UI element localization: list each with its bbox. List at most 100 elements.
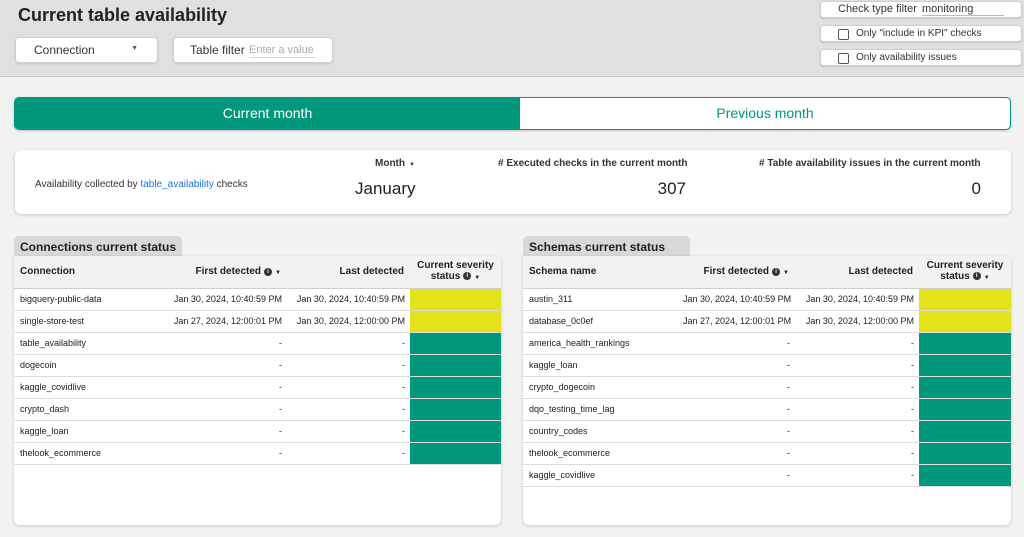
only-issues-checkbox[interactable]: Only availability issues <box>820 49 1022 66</box>
severity-status-cell <box>410 442 501 465</box>
row-first-detected: - <box>683 398 795 421</box>
checkbox-icon[interactable] <box>838 53 849 64</box>
connection-dropdown[interactable]: Connection ▼ <box>15 37 158 63</box>
col-first-detected-label: First detected <box>703 266 770 278</box>
table-row[interactable]: kaggle_covidlive - - <box>14 376 501 399</box>
severity-status-cell <box>919 288 1011 311</box>
row-first-detected: - <box>170 354 287 377</box>
sort-down-icon: ▼ <box>983 274 990 281</box>
table-row[interactable]: kaggle_loan - - <box>14 420 501 443</box>
col-current-severity[interactable]: Current severity status i ▼ <box>410 256 501 289</box>
check-type-filter[interactable]: Check type filter <box>820 1 1022 18</box>
month-selector[interactable]: Month ▼ <box>375 158 415 169</box>
col-first-detected[interactable]: First detected i ▼ <box>683 256 795 289</box>
col-first-detected[interactable]: First detected i ▼ <box>170 256 287 289</box>
table-row[interactable]: table_availability - - <box>14 332 501 355</box>
table-row[interactable]: crypto_dash - - <box>14 398 501 421</box>
table-row[interactable]: country_codes - - <box>523 420 1011 443</box>
info-icon: i <box>463 272 472 281</box>
row-last-detected: - <box>795 332 919 355</box>
severity-status-swatch <box>410 376 501 398</box>
executed-checks-label: # Executed checks in the current month <box>498 158 688 169</box>
row-last-detected: - <box>795 420 919 443</box>
severity-status-swatch <box>919 398 1011 420</box>
schemas-status-panel: Schema name First detected i ▼ Last detect… <box>523 256 1011 525</box>
row-first-detected: - <box>683 464 795 487</box>
row-last-detected: - <box>795 464 919 487</box>
info-icon: i <box>972 272 981 281</box>
row-first-detected: - <box>170 376 287 399</box>
row-name: kaggle_covidlive <box>14 376 170 399</box>
severity-status-cell <box>410 310 501 333</box>
table-row[interactable]: dqo_testing_time_lag - - <box>523 398 1011 421</box>
chevron-down-icon: ▼ <box>131 45 138 52</box>
severity-status-cell <box>410 420 501 443</box>
table-row[interactable]: crypto_dogecoin - - <box>523 376 1011 399</box>
row-last-detected: Jan 30, 2024, 10:40:59 PM <box>287 288 410 311</box>
check-type-filter-label: Check type filter <box>838 3 917 15</box>
severity-status-cell <box>919 354 1011 377</box>
row-first-detected: - <box>683 442 795 465</box>
info-icon: i <box>264 267 273 276</box>
severity-status-swatch <box>410 398 501 420</box>
severity-status-cell <box>919 310 1011 333</box>
month-label: Month <box>375 158 405 169</box>
severity-status-swatch <box>919 288 1011 310</box>
row-name: country_codes <box>523 420 683 443</box>
severity-status-cell <box>410 398 501 421</box>
row-name: single-store-test <box>14 310 170 333</box>
row-first-detected: - <box>170 398 287 421</box>
row-last-detected: - <box>287 398 410 421</box>
schemas-status-title: Schemas current status <box>523 236 690 256</box>
table-availability-link[interactable]: table_availability <box>140 179 214 190</box>
availability-note: Availability collected by table_availabi… <box>35 179 248 190</box>
tab-previous-month[interactable]: Previous month <box>716 105 814 121</box>
table-row[interactable]: kaggle_covidlive - - <box>523 464 1011 487</box>
row-last-detected: - <box>795 376 919 399</box>
severity-status-swatch <box>410 310 501 332</box>
row-name: dogecoin <box>14 354 170 377</box>
tab-current-month[interactable]: Current month <box>15 98 520 129</box>
row-name: thelook_ecommerce <box>523 442 683 465</box>
executed-checks-value: 307 <box>657 179 686 198</box>
month-tabs: Current month Previous month <box>14 97 1011 130</box>
table-filter[interactable]: Table filter <box>173 37 333 63</box>
col-severity-line2: status <box>430 270 461 282</box>
table-row[interactable]: bigquery-public-data Jan 30, 2024, 10:40:… <box>14 288 501 311</box>
col-schema-name[interactable]: Schema name <box>523 256 683 289</box>
checkbox-icon[interactable] <box>838 29 849 40</box>
row-name: kaggle_covidlive <box>523 464 683 487</box>
severity-status-cell <box>410 288 501 311</box>
row-name: kaggle_loan <box>14 420 170 443</box>
table-row[interactable]: kaggle_loan - - <box>523 354 1011 377</box>
table-row[interactable]: america_health_rankings - - <box>523 332 1011 355</box>
table-row[interactable]: dogecoin - - <box>14 354 501 377</box>
row-name: bigquery-public-data <box>14 288 170 311</box>
row-name: america_health_rankings <box>523 332 683 355</box>
only-kpi-checkbox[interactable]: Only "include in KPI" checks <box>820 25 1022 42</box>
table-row[interactable]: database_0c0ef Jan 27, 2024, 12:00:01 PM J… <box>523 310 1011 333</box>
row-name: thelook_ecommerce <box>14 442 170 465</box>
col-first-detected-label: First detected <box>195 266 262 278</box>
severity-status-swatch <box>919 442 1011 464</box>
connections-table: Connection First detected i ▼ Last detecte… <box>14 256 501 465</box>
severity-status-cell <box>919 376 1011 399</box>
severity-status-cell <box>919 464 1011 487</box>
availability-issues-value: 0 <box>971 179 981 198</box>
col-last-detected[interactable]: Last detected <box>795 256 919 289</box>
table-filter-input[interactable] <box>249 42 316 58</box>
check-type-filter-input[interactable] <box>922 3 1004 16</box>
table-row[interactable]: thelook_ecommerce - - <box>523 442 1011 465</box>
severity-status-cell <box>919 398 1011 421</box>
col-last-detected[interactable]: Last detected <box>287 256 410 289</box>
row-first-detected: Jan 27, 2024, 12:00:01 PM <box>170 310 287 333</box>
table-row[interactable]: austin_311 Jan 30, 2024, 10:40:59 PM Jan 3… <box>523 288 1011 311</box>
severity-status-cell <box>919 332 1011 355</box>
col-current-severity[interactable]: Current severity status i ▼ <box>919 256 1011 289</box>
table-row[interactable]: single-store-test Jan 27, 2024, 12:00:01 … <box>14 310 501 333</box>
row-first-detected: - <box>683 332 795 355</box>
row-name: dqo_testing_time_lag <box>523 398 683 421</box>
sort-down-icon: ▼ <box>474 274 481 281</box>
table-row[interactable]: thelook_ecommerce - - <box>14 442 501 465</box>
col-connection[interactable]: Connection <box>14 256 170 289</box>
